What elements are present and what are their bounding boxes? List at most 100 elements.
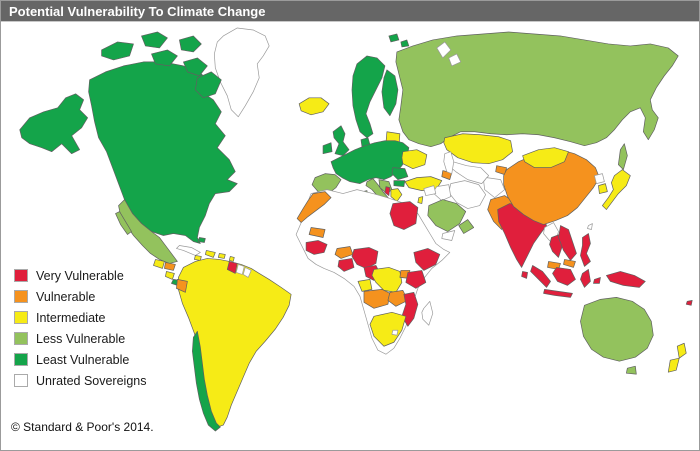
region-arctic-island — [183, 57, 208, 77]
legend-item-less: Less Vulnerable — [14, 328, 146, 349]
region-new-guinea — [606, 271, 646, 288]
region-bahamas — [198, 237, 206, 243]
region-svalbard — [388, 33, 400, 43]
legend-item-unrated: Unrated Sovereigns — [14, 370, 146, 391]
legend-swatch-less — [14, 332, 28, 345]
region-uk — [332, 125, 350, 157]
region-new-zealand-north — [676, 342, 687, 359]
region-north-korea — [594, 173, 605, 184]
world-map — [19, 27, 693, 432]
region-caspian-sea — [443, 151, 455, 174]
region-yemen — [441, 230, 456, 241]
region-cuba — [176, 245, 201, 256]
region-ireland — [322, 142, 333, 155]
region-mongolia — [522, 147, 569, 169]
legend-swatch-intermediate — [14, 311, 28, 324]
region-romania — [391, 167, 409, 180]
region-taiwan — [587, 223, 593, 230]
region-saudi-arabia — [427, 199, 467, 232]
region-egypt — [389, 201, 419, 230]
region-tasmania — [626, 365, 637, 375]
region-java — [543, 289, 573, 298]
region-gabon — [357, 279, 373, 292]
region-ethiopia — [413, 248, 441, 271]
region-chile — [192, 330, 221, 432]
region-sulawesi — [580, 269, 591, 288]
region-south-africa — [369, 311, 407, 347]
region-madagascar — [421, 300, 434, 326]
legend-label: Less Vulnerable — [36, 331, 126, 346]
region-baja — [115, 211, 132, 235]
region-senegal — [305, 240, 328, 255]
legend-item-very: Very Vulnerable — [14, 265, 146, 286]
region-antilles — [228, 256, 235, 262]
map-area: Very Vulnerable Vulnerable Intermediate Les… — [1, 22, 699, 449]
region-finland — [381, 69, 399, 117]
region-bulgaria — [393, 180, 406, 187]
region-fiji — [685, 299, 693, 306]
region-alaska — [19, 93, 88, 155]
legend: Very Vulnerable Vulnerable Intermediate Les… — [14, 265, 146, 391]
region-greece — [390, 188, 403, 202]
region-puerto-rico — [217, 253, 226, 259]
region-sakhalin — [618, 143, 628, 171]
region-arctic-island — [101, 41, 134, 61]
region-suriname — [235, 264, 245, 275]
region-scandinavia — [351, 55, 386, 139]
region-arctic-island — [195, 71, 222, 99]
region-kazakhstan — [443, 133, 513, 165]
region-moluccas — [593, 277, 601, 284]
legend-item-vulnerable: Vulnerable — [14, 286, 146, 307]
region-ukraine — [401, 149, 428, 170]
region-russia — [395, 31, 679, 148]
region-albania — [384, 186, 391, 196]
region-ghana-togo — [337, 258, 355, 272]
region-mozambique — [401, 292, 419, 327]
region-arctic-island — [179, 35, 202, 53]
region-morocco — [296, 191, 332, 223]
region-australia — [580, 297, 654, 362]
region-japan — [602, 169, 631, 210]
legend-item-intermediate: Intermediate — [14, 307, 146, 328]
legend-label: Vulnerable — [36, 289, 96, 304]
region-iceland — [298, 97, 330, 116]
region-guyana — [226, 261, 238, 274]
legend-swatch-very — [14, 269, 28, 282]
region-borneo-malaysia — [563, 259, 576, 268]
region-new-zealand-south — [667, 357, 680, 373]
region-lesotho — [391, 329, 399, 336]
region-french-guiana — [242, 267, 252, 278]
region-vietnam-cambodia — [558, 225, 577, 261]
region-nicaragua — [165, 271, 175, 280]
region-svalbard — [400, 39, 410, 48]
region-kenya — [405, 270, 427, 289]
region-iberia — [311, 173, 342, 194]
region-israel — [417, 196, 424, 204]
legend-label: Unrated Sovereigns — [36, 373, 147, 388]
legend-item-least: Least Vulnerable — [14, 349, 146, 370]
region-jamaica — [194, 255, 202, 261]
region-south-korea — [598, 183, 608, 194]
region-ecuador — [176, 279, 188, 293]
region-zambia — [387, 290, 409, 307]
legend-label: Very Vulnerable — [36, 268, 124, 283]
region-central-asia — [449, 161, 490, 184]
region-iran — [448, 180, 487, 209]
legend-swatch-vulnerable — [14, 290, 28, 303]
region-sri-lanka — [521, 271, 528, 279]
region-oman — [458, 219, 475, 234]
legend-label: Intermediate — [36, 310, 106, 325]
region-hispaniola — [204, 250, 216, 258]
legend-swatch-least — [14, 353, 28, 366]
region-sumatra — [530, 265, 551, 288]
page-title: Potential Vulnerability To Climate Chang… — [1, 1, 699, 22]
legend-label: Least Vulnerable — [36, 352, 130, 367]
region-syria — [423, 185, 437, 196]
region-afghanistan — [483, 177, 505, 198]
region-borneo — [552, 267, 576, 286]
region-novaya-zemlya — [436, 41, 452, 59]
region-arctic-island — [151, 49, 178, 67]
region-honduras — [164, 262, 176, 271]
region-philippines — [580, 233, 591, 267]
